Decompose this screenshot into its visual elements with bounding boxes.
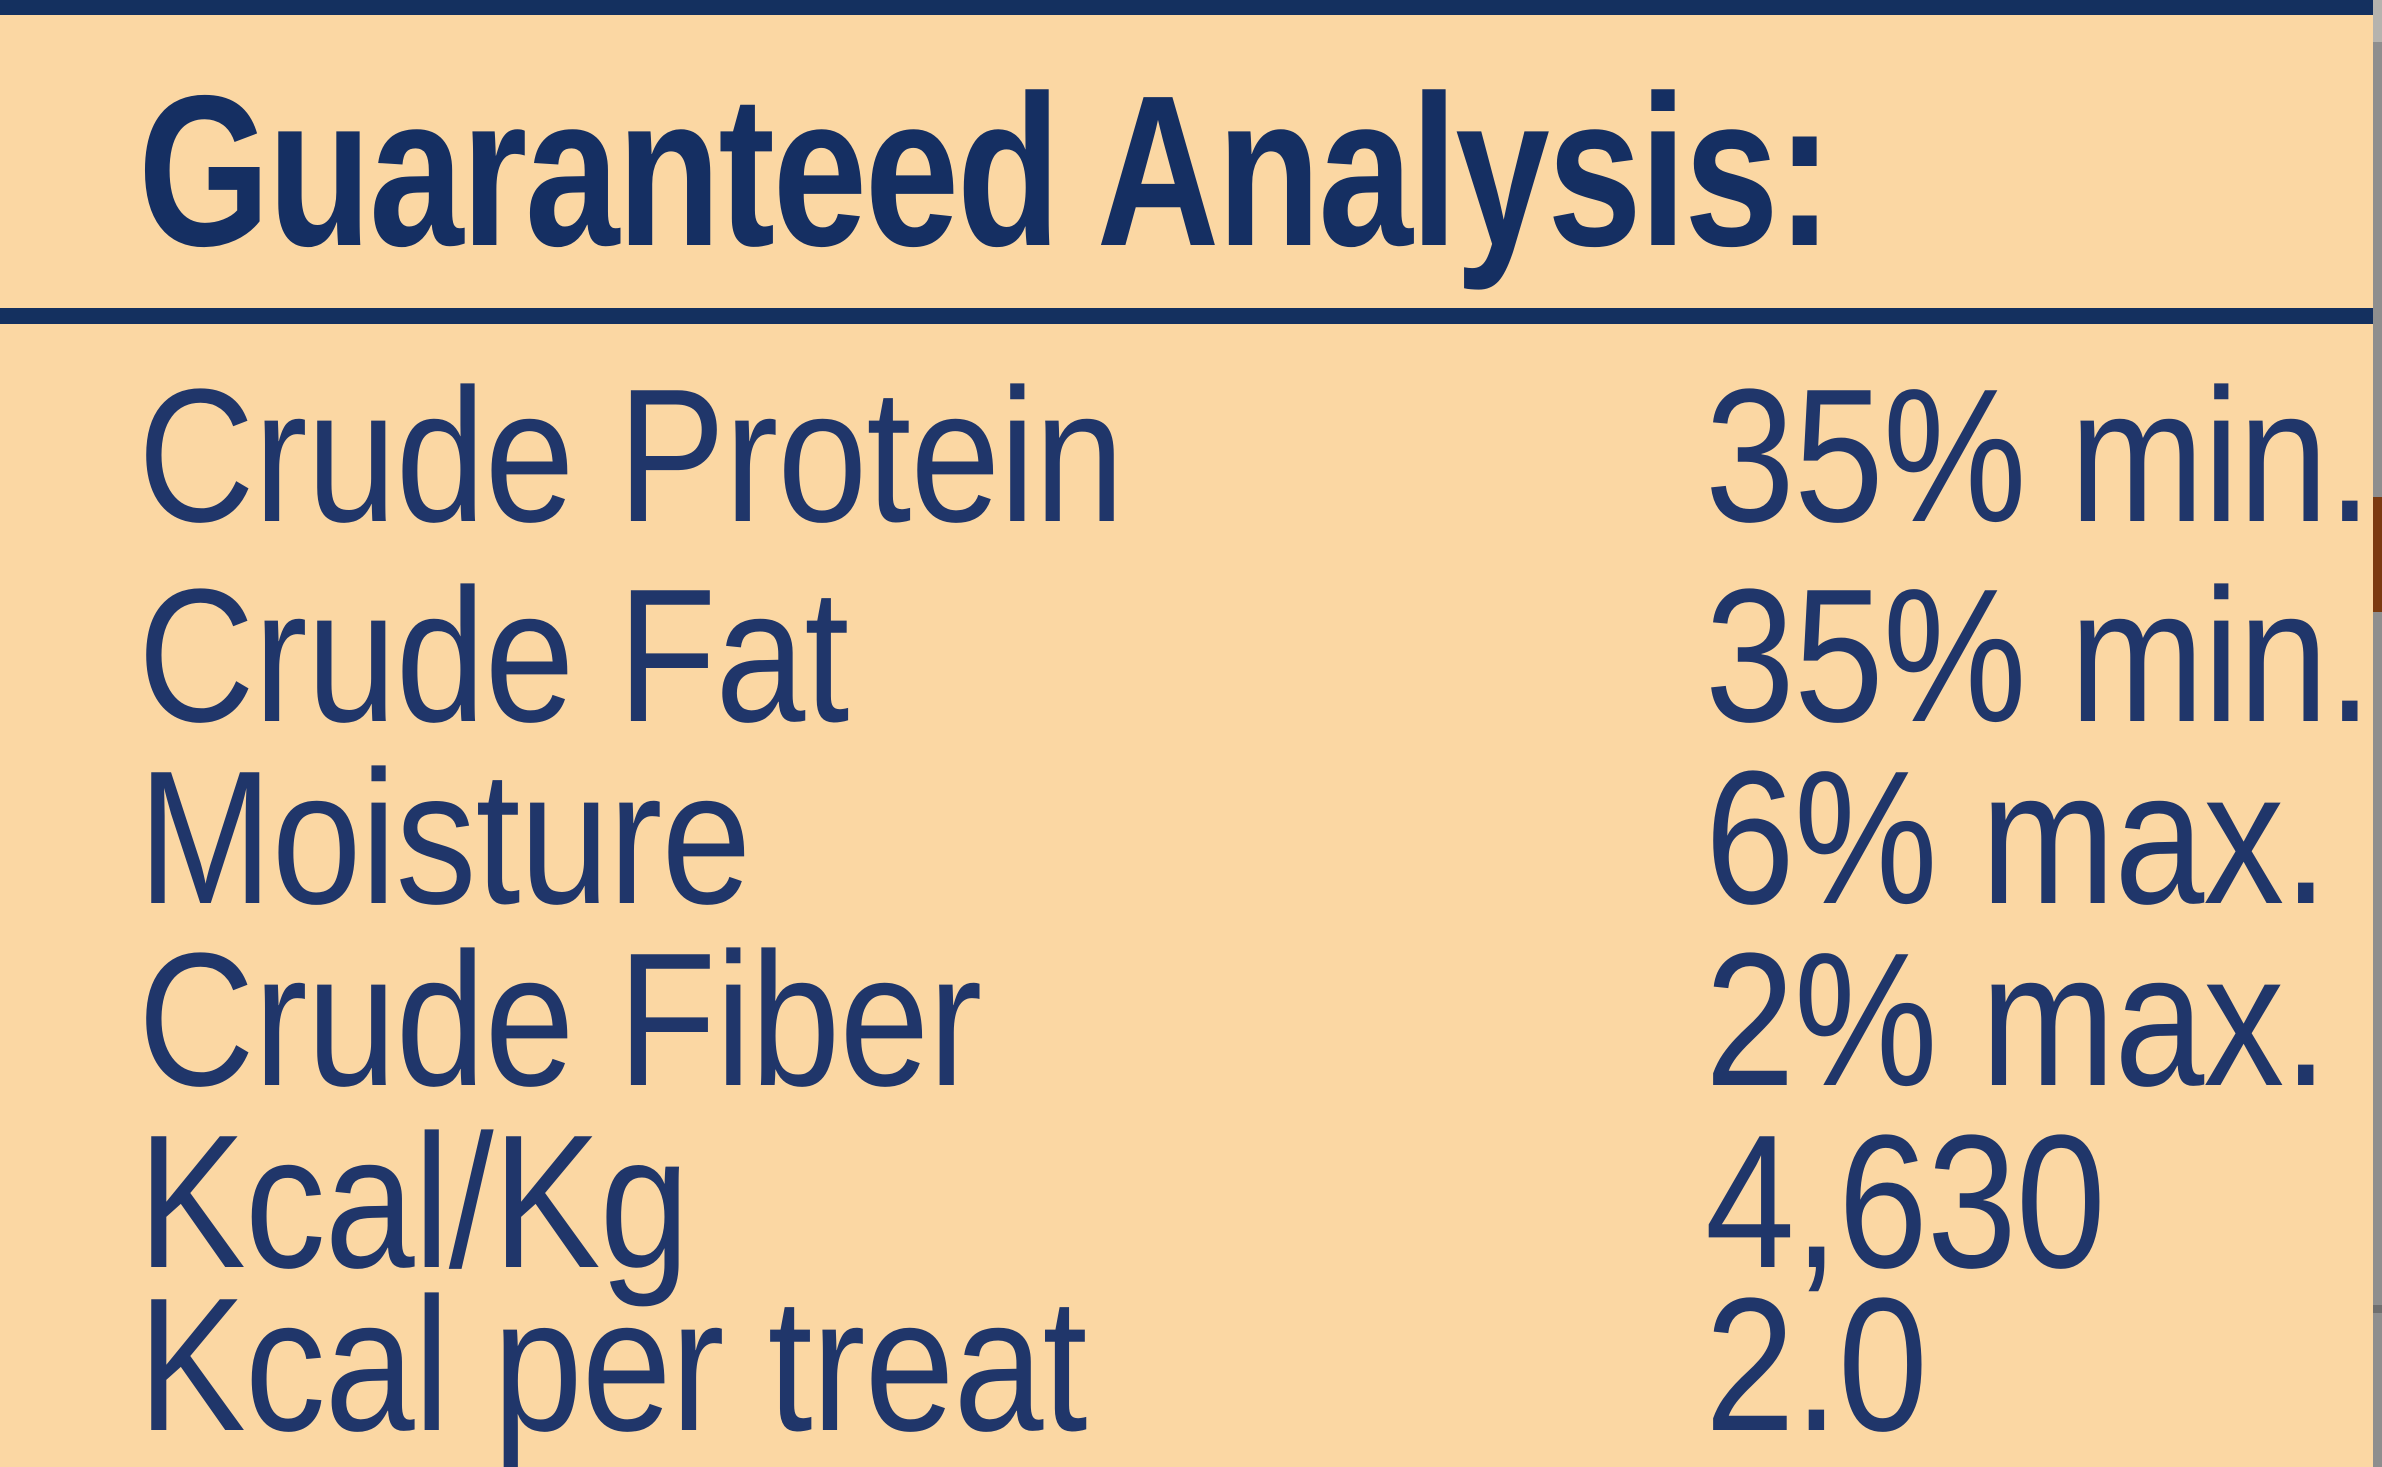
nutrient-value: 2.0 (1705, 1259, 1928, 1467)
table-row: Crude Fiber 2% max. (0, 925, 2382, 1115)
nutrient-value: 4,630 (1705, 1096, 2106, 1308)
nutrient-name: Crude Fat (138, 550, 849, 762)
nutrient-name: Kcal per treat (138, 1259, 1087, 1467)
table-row: Moisture 6% max. (0, 743, 2382, 933)
table-row: Crude Protein 35% min. (0, 361, 2382, 551)
nutrient-name: Crude Protein (138, 350, 1124, 562)
table-row: Kcal per treat 2.0 (0, 1270, 2382, 1460)
nutrient-value: 6% max. (1705, 732, 2328, 944)
panel-title: Guaranteed Analysis: (138, 50, 1833, 291)
edge-brown-segment (2373, 497, 2382, 612)
nutrient-value: 35% min. (1705, 550, 2372, 762)
edge-highlight-segment (2373, 0, 2382, 42)
table-row: Crude Fat 35% min. (0, 561, 2382, 751)
top-border-bar (0, 0, 2382, 15)
nutrient-name: Moisture (138, 732, 751, 944)
nutrient-name: Kcal/Kg (138, 1096, 689, 1308)
nutrient-value: 2% max. (1705, 914, 2328, 1126)
edge-seam-line (2373, 1305, 2382, 1313)
package-edge-strip (2373, 0, 2382, 1467)
nutrient-value: 35% min. (1705, 350, 2372, 562)
nutrient-name: Crude Fiber (138, 914, 982, 1126)
table-row: Kcal/Kg 4,630 (0, 1107, 2382, 1297)
title-divider-rule (0, 308, 2382, 324)
